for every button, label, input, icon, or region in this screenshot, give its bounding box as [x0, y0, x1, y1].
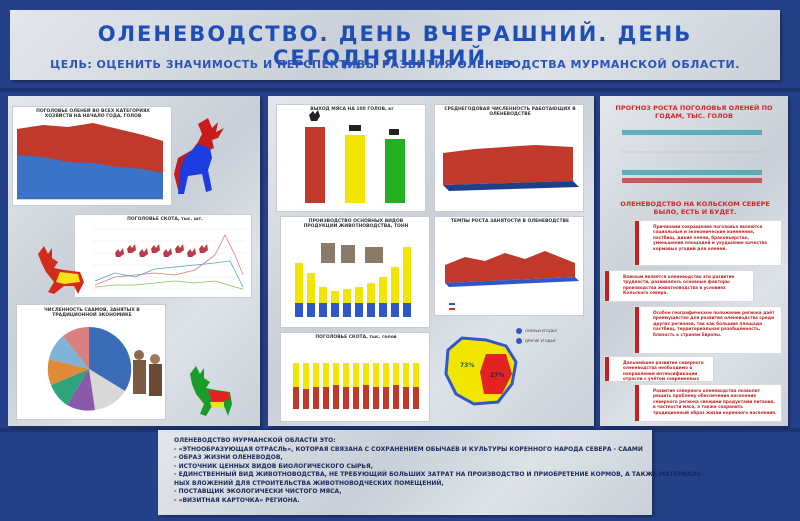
meat-yield-bar-chart: ВЫХОД МЯСА НА 100 ГОЛОВ, кг — [276, 104, 426, 212]
livestock-stacked-bar-chart: ПОГОЛОВЬЕ СКОТА, тыс. голов — [280, 332, 430, 422]
chart-title: ПРОИЗВОДСТВО ОСНОВНЫХ ВИДОВ ПРОДУКЦИИ ЖИ… — [303, 219, 409, 229]
summary-line: - ЕДИНСТВЕННЫЙ ВИД ЖИВОТНОВОДСТВА, НЕ ТР… — [174, 471, 704, 478]
summary-line: - ИСТОЧНИК ЦЕННЫХ ВИДОВ БИОЛОГИЧЕСКОГО С… — [174, 462, 373, 470]
mountain-chart-svg — [445, 251, 579, 310]
area-chart-svg — [17, 123, 163, 200]
employment-ribbon-chart: СРЕДНЕГОДОВАЯ ЧИСЛЕННОСТЬ РАБОТАЮЩИХ В О… — [434, 104, 584, 212]
stacked-bar-svg — [293, 363, 419, 409]
livestock-line-chart: ПОГОЛОВЬЕ СКОТА, тыс. шт. — [74, 214, 252, 298]
line-series-red — [94, 234, 244, 286]
line-chart-svg — [93, 228, 245, 290]
summary-text: ОЛЕНЕВОДСТВО МУРМАНСКОЙ ОБЛАСТИ ЭТО: - «… — [174, 437, 704, 505]
herd-area-chart: ПОГОЛОВЬЕ ОЛЕНЕЙ ВО ВСЕХ КАТЕГОРИЯХ ХОЗЯ… — [12, 106, 172, 206]
ribbon-series — [443, 145, 573, 185]
note-text: Дальнейшее развитие северного оленеводст… — [623, 360, 704, 382]
mountain-base — [445, 277, 579, 287]
stacked-bars — [293, 363, 419, 409]
map-legend: ОЛЕНЬИ УГОДЬЯ ДРУГИЕ УГОДЬЯ — [516, 328, 586, 344]
note-card: Особое географическое положение региона … — [634, 306, 782, 354]
page-title: ОЛЕНЕВОДСТВО. ДЕНЬ ВЧЕРАШНИЙ. ДЕНЬ СЕГОД… — [97, 22, 693, 70]
summary-line: - ОБРАЗ ЖИЗНИ ОЛЕНЕВОДОВ, — [174, 454, 283, 461]
legend-label: ДРУГИЕ УГОДЬЯ — [525, 339, 556, 343]
title-banner: ОЛЕНЕВОДСТВО. ДЕНЬ ВЧЕРАШНИЙ. ДЕНЬ СЕГОД… — [10, 10, 780, 80]
pie-slice — [67, 369, 95, 411]
background-stripe — [0, 88, 800, 92]
growth-mountain-chart: ТЕМПЫ РОСТА ЗАНЯТОСТИ В ОЛЕНЕВОДСТВЕ — [434, 216, 584, 316]
note-text: Причинами сокращения поголовья являются … — [653, 224, 767, 251]
summary-line: - «ВИЗИТНАЯ КАРТОЧКА» РЕГИОНА. — [174, 496, 300, 504]
line-series-green — [94, 280, 244, 290]
summary-line: НЫХ ВЛОЖЕНИЙ ДЛЯ СТРОИТЕЛЬСТВА ЖИВОТНОВО… — [174, 479, 444, 487]
bar — [345, 135, 365, 203]
note-card: Причинами сокращения поголовья являются … — [634, 220, 782, 266]
chart-title: СРЕДНЕГОДОВАЯ ЧИСЛЕННОСТЬ РАБОТАЮЩИХ В О… — [444, 107, 576, 117]
summary-line: - ПОСТАВЩИК ЭКОЛОГИЧЕСКИ ЧИСТОГО МЯСА, — [174, 488, 342, 495]
chart-title: ПОГОЛОВЬЕ СКОТА, тыс. голов — [315, 335, 397, 340]
ribbon-chart-svg — [443, 145, 579, 191]
map-region-other — [480, 354, 512, 394]
kola-peninsula-map — [444, 336, 518, 406]
mountain-series — [445, 251, 575, 283]
right-panel: ПРОГНОЗ РОСТА ПОГОЛОВЬЯ ОЛЕНЕЙ ПО ГОДАМ,… — [600, 96, 788, 426]
note-text: Важным является оленеводство эти развити… — [623, 274, 735, 296]
stacked-bar-svg — [295, 243, 411, 317]
reindeer-photo-images — [321, 243, 383, 263]
chart-title: ТЕМПЫ РОСТА ЗАНЯТОСТИ В ОЛЕНЕВОДСТВЕ — [450, 219, 570, 224]
pie-slice — [63, 327, 89, 369]
reindeer-row-icons — [622, 130, 762, 175]
production-stacked-bar-chart: ПРОИЗВОДСТВО ОСНОВНЫХ ВИДОВ ПРОДУКЦИИ ЖИ… — [280, 216, 430, 328]
summary-line: - «ЭТНООБРАЗУЮЩАЯ ОТРАСЛЬ», КОТОРАЯ СВЯЗ… — [174, 445, 643, 453]
left-panel: ПОГОЛОВЬЕ ОЛЕНЕЙ ВО ВСЕХ КАТЕГОРИЯХ ХОЗЯ… — [8, 96, 260, 426]
bar — [305, 127, 325, 203]
ribbon-base — [443, 181, 579, 191]
note-text: Особое географическое положение региона … — [653, 310, 775, 337]
note-text: Развитие северного оленеводства позволит… — [653, 388, 777, 415]
note-card: Развитие северного оленеводства позволит… — [634, 384, 782, 422]
chart-title: ПОГОЛОВЬЕ ОЛЕНЕЙ ВО ВСЕХ КАТЕГОРИЯХ ХОЗЯ… — [36, 109, 150, 119]
reindeer-row-icons — [622, 178, 762, 183]
area-series-blue — [17, 155, 163, 199]
bar-chart-svg — [305, 110, 405, 203]
reindeer-colorful-icon — [190, 366, 232, 416]
chart-title: ЧИСЛЕННОСТЬ СААМОВ, ЗАНЯТЫХ В ТРАДИЦИОНН… — [44, 308, 140, 318]
pie-slice — [89, 326, 132, 391]
reindeer-row-icons — [115, 244, 208, 257]
pig-mini-icon — [389, 129, 399, 135]
reindeer-blue-icon — [174, 118, 224, 194]
pie-slice — [47, 359, 89, 385]
bar — [385, 139, 405, 203]
pie-slice — [49, 336, 89, 369]
note-card: Важным является оленеводство эти развити… — [604, 270, 754, 302]
note-card: Дальнейшее развитие северного оленеводст… — [604, 356, 714, 382]
right-heading: ОЛЕНЕВОДСТВО НА КОЛЬСКОМ СЕВЕРЕ БЫЛО, ЕС… — [620, 200, 770, 216]
chart-title: ВЫХОД МЯСА НА 100 ГОЛОВ, кг — [310, 107, 394, 112]
pie-chart-svg — [47, 326, 132, 411]
reindeer-yellow-icon — [38, 246, 84, 294]
map-value-other: 27% — [490, 372, 505, 379]
chart-title: ПОГОЛОВЬЕ СКОТА, тыс. шт. — [127, 217, 203, 222]
reindeer-mini-icon — [309, 110, 320, 121]
legend-dot-icon — [516, 338, 522, 344]
pie-slice — [89, 369, 125, 410]
summary-line: ОЛЕНЕВОДСТВО МУРМАНСКОЙ ОБЛАСТИ ЭТО: — [174, 437, 336, 444]
legend-label: ОЛЕНЬИ УГОДЬЯ — [525, 329, 557, 333]
cow-mini-icon — [349, 125, 361, 131]
stacked-bars — [295, 247, 411, 317]
middle-panel: ВЫХОД МЯСА НА 100 ГОЛОВ, кг СРЕДНЕГОДОВА… — [268, 96, 594, 426]
goal-subtitle: ЦЕЛЬ: ОЦЕНИТЬ ЗНАЧИМОСТЬ И ПЕРСПЕКТИВЫ Р… — [50, 58, 740, 71]
legend-dot-icon — [516, 328, 522, 334]
saami-people-image — [133, 350, 162, 396]
forecast-title: ПРОГНОЗ РОСТА ПОГОЛОВЬЯ ОЛЕНЕЙ ПО ГОДАМ,… — [615, 104, 773, 120]
saami-pie-chart: ЧИСЛЕННОСТЬ СААМОВ, ЗАНЯТЫХ В ТРАДИЦИОНН… — [16, 304, 166, 420]
map-value-reindeer: 73% — [460, 362, 475, 369]
forecast-pictogram — [620, 130, 764, 183]
summary-box: ОЛЕНЕВОДСТВО МУРМАНСКОЙ ОБЛАСТИ ЭТО: - «… — [158, 430, 704, 515]
pie-slice — [51, 369, 89, 405]
line-series-blue — [94, 260, 244, 288]
